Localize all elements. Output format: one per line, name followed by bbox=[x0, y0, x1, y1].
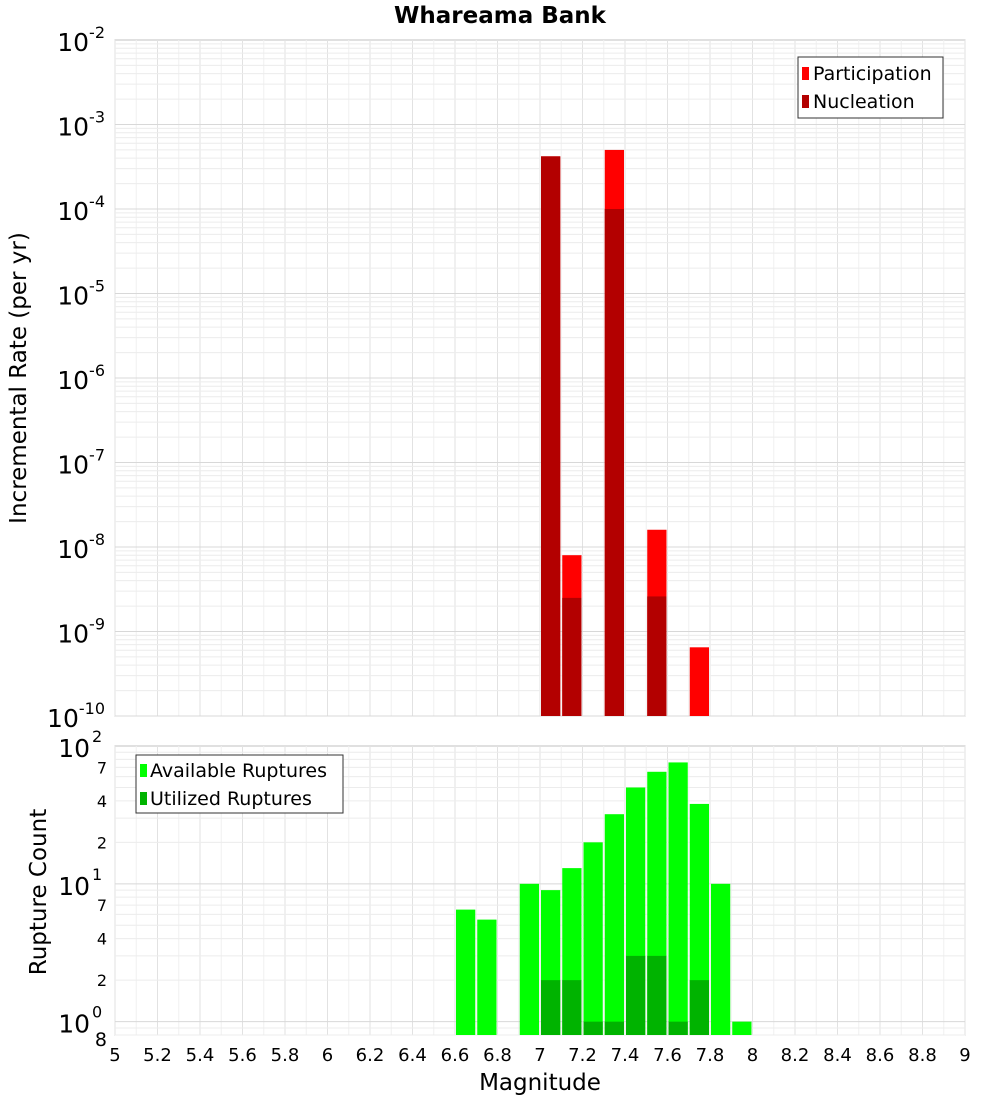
bar-utilized-ruptures-0 bbox=[541, 980, 561, 1035]
y-tick-label: 4 bbox=[97, 930, 107, 949]
bar-available-ruptures-2 bbox=[519, 883, 539, 1035]
bar-available-ruptures-11 bbox=[711, 883, 731, 1035]
bar-nucleation-2 bbox=[604, 209, 624, 716]
count-legend: Available Ruptures Utilized Ruptures bbox=[135, 754, 344, 814]
x-tick-label: 8.8 bbox=[908, 1045, 937, 1066]
legend-label-available-ruptures: Available Ruptures bbox=[150, 760, 327, 782]
bar-utilized-ruptures-6 bbox=[668, 1021, 688, 1035]
x-tick-label: 7.6 bbox=[653, 1045, 682, 1066]
rate-bars bbox=[541, 149, 709, 717]
bar-available-ruptures-6 bbox=[604, 814, 624, 1035]
x-tick-label: 6.6 bbox=[441, 1045, 470, 1066]
legend-swatch-available-ruptures bbox=[140, 764, 147, 777]
x-tick-label: 5.8 bbox=[271, 1045, 300, 1066]
x-tick-label: 8.6 bbox=[866, 1045, 895, 1066]
bar-utilized-ruptures-7 bbox=[689, 980, 709, 1035]
y-tick-label: 10 bbox=[58, 872, 90, 901]
rate-legend-box bbox=[797, 56, 944, 119]
x-tick-label: 5.4 bbox=[186, 1045, 215, 1066]
y-tick-exponent: 1 bbox=[92, 865, 102, 884]
legend-swatch-participation bbox=[802, 67, 809, 80]
x-tick-label: 7.2 bbox=[568, 1045, 597, 1066]
chart-title: Whareama Bank bbox=[394, 3, 607, 29]
x-tick-label: 8.2 bbox=[781, 1045, 810, 1066]
legend-label-nucleation: Nucleation bbox=[813, 91, 915, 113]
y-tick-label: 10-8 bbox=[57, 530, 105, 564]
rate-y-axis-label: Incremental Rate (per yr) bbox=[6, 232, 32, 524]
bar-utilized-ruptures-3 bbox=[604, 1021, 624, 1035]
bar-nucleation-1 bbox=[562, 597, 582, 716]
y-tick-exponent: 0 bbox=[92, 1003, 102, 1022]
bar-utilized-ruptures-4 bbox=[626, 955, 646, 1035]
x-tick-label: 6.8 bbox=[483, 1045, 512, 1066]
bar-available-ruptures-12 bbox=[732, 1021, 752, 1035]
legend-label-participation: Participation bbox=[813, 63, 932, 85]
bar-available-ruptures-5 bbox=[583, 842, 603, 1035]
x-tick-label: 8.4 bbox=[823, 1045, 852, 1066]
magnitude-x-ticks: 5 5.2 5.4 5.6 5.8 6 6.2 6.4 6.6 6.8 7 7.2 7.4 7.6 7.8 8… bbox=[109, 1045, 970, 1066]
x-tick-label: 7.8 bbox=[696, 1045, 725, 1066]
y-tick-label: 10-5 bbox=[57, 277, 105, 311]
y-tick-exponent: 2 bbox=[92, 727, 102, 746]
bar-nucleation-0 bbox=[541, 156, 561, 716]
x-tick-label: 6 bbox=[322, 1045, 333, 1066]
bar-participation-4 bbox=[689, 647, 709, 716]
y-tick-label: 10 bbox=[58, 1010, 90, 1039]
legend-swatch-nucleation bbox=[802, 95, 809, 108]
y-tick-label: 2 bbox=[97, 971, 107, 990]
x-tick-label: 8 bbox=[747, 1045, 758, 1066]
y-tick-label: 2 bbox=[97, 833, 107, 852]
x-tick-label: 6.4 bbox=[398, 1045, 427, 1066]
x-tick-label: 6.2 bbox=[356, 1045, 385, 1066]
bar-utilized-ruptures-1 bbox=[562, 980, 582, 1035]
bar-available-ruptures-1 bbox=[477, 919, 497, 1035]
y-tick-label: 4 bbox=[97, 792, 107, 811]
y-tick-label: 10-9 bbox=[57, 615, 105, 649]
y-tick-label: 10-2 bbox=[57, 23, 105, 57]
count-legend-box bbox=[135, 754, 344, 814]
x-tick-label: 7 bbox=[534, 1045, 545, 1066]
x-axis-label: Magnitude bbox=[479, 1070, 601, 1096]
y-tick-label: 10-7 bbox=[57, 446, 105, 480]
rate-panel: 10-2 10-3 10-4 10-5 10-6 10-7 10-8 10-9 10-10 In… bbox=[6, 23, 966, 733]
bar-utilized-ruptures-5 bbox=[647, 955, 667, 1035]
bar-nucleation-3 bbox=[647, 596, 667, 716]
count-bars bbox=[456, 762, 752, 1035]
rate-grid bbox=[114, 40, 966, 717]
bar-available-ruptures-0 bbox=[456, 909, 476, 1035]
y-tick-label: 10 bbox=[58, 734, 90, 763]
x-tick-label: 5 bbox=[109, 1045, 120, 1066]
legend-swatch-utilized-ruptures bbox=[140, 792, 147, 805]
bar-utilized-ruptures-2 bbox=[583, 1021, 603, 1035]
x-tick-label: 7.4 bbox=[611, 1045, 640, 1066]
rate-y-ticks: 10-2 10-3 10-4 10-5 10-6 10-7 10-8 10-9 10-10 bbox=[47, 23, 105, 733]
y-tick-label: 10-3 bbox=[57, 108, 105, 142]
x-tick-label: 5.2 bbox=[143, 1045, 172, 1066]
bar-available-ruptures-9 bbox=[668, 762, 688, 1035]
x-tick-label: 9 bbox=[959, 1045, 970, 1066]
y-tick-label: 10-10 bbox=[47, 699, 105, 733]
count-y-axis-label: Rupture Count bbox=[26, 809, 52, 975]
rate-legend: Participation Nucleation bbox=[797, 56, 944, 119]
bar-available-ruptures-10 bbox=[689, 803, 709, 1035]
y-tick-label: 7 bbox=[97, 758, 107, 777]
y-tick-label: 7 bbox=[97, 896, 107, 915]
y-tick-label: 10-4 bbox=[57, 192, 105, 226]
y-tick-label: 8 bbox=[95, 1029, 107, 1051]
y-tick-label: 10-6 bbox=[57, 361, 105, 395]
x-tick-label: 5.6 bbox=[228, 1045, 257, 1066]
legend-label-utilized-ruptures: Utilized Ruptures bbox=[150, 788, 312, 810]
